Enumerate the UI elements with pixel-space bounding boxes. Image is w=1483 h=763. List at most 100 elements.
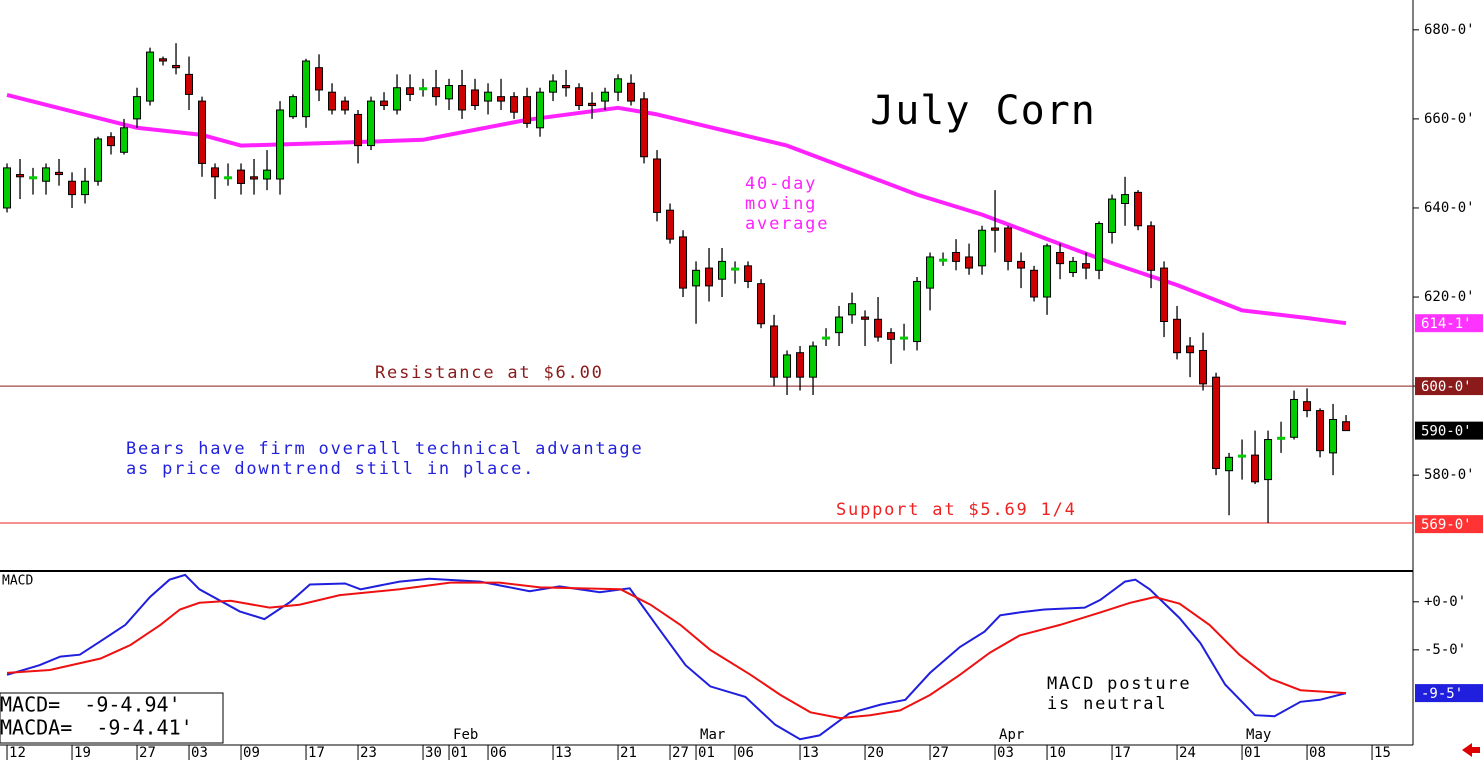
candle-body [926, 256, 935, 289]
candle-body [653, 158, 662, 213]
price-tag: 569-0' [1421, 517, 1472, 533]
candle-body [952, 251, 961, 262]
candle-body [55, 171, 64, 176]
price-tag-box [1415, 377, 1483, 396]
x-tick-label: 08 [1309, 745, 1326, 761]
candle-body [848, 303, 857, 316]
candle-body [1225, 456, 1234, 472]
candle-body [419, 87, 428, 91]
readout-box [0, 692, 224, 744]
annotation: Bears have firm overall technical advant… [126, 439, 644, 459]
candle-body [718, 260, 727, 280]
candle-body [237, 169, 246, 184]
x-tick-label: 03 [191, 745, 208, 761]
candle-body [1030, 269, 1039, 298]
macd-line [6, 581, 1347, 720]
candle-body [1017, 260, 1026, 269]
candle-body [1069, 260, 1078, 274]
candle-body [1004, 227, 1013, 262]
candle-body [1108, 198, 1117, 233]
price-tag: -9-5' [1421, 686, 1463, 702]
candle-body [679, 236, 688, 289]
candle-body [1316, 410, 1325, 452]
candle-body [328, 91, 337, 111]
candle-body [497, 96, 506, 102]
price-tag-box [1415, 314, 1483, 333]
candle-body [939, 258, 948, 262]
x-tick-label: 12 [9, 745, 26, 761]
candle-body [640, 98, 649, 158]
annotation: Support at $5.69 1/4 [836, 500, 1077, 520]
price-tag: 614-1' [1421, 316, 1472, 332]
arrow-icon[interactable] [1462, 743, 1480, 757]
candle-body [367, 100, 376, 147]
candle-body [380, 100, 389, 107]
x-tick-label: 06 [490, 745, 507, 761]
candle-body [1329, 418, 1338, 454]
annotation: Resistance at $6.00 [375, 363, 604, 383]
candle-body [42, 167, 51, 182]
candle-body [757, 283, 766, 325]
candle-body [861, 316, 870, 320]
candle-body [796, 352, 805, 378]
price-tag-box [1415, 515, 1483, 534]
candle-body [484, 91, 493, 102]
candle-body [536, 91, 545, 129]
candle-body [458, 85, 467, 111]
x-tick-label: 09 [243, 745, 260, 761]
candle-body [809, 345, 818, 378]
price-tag-box [1415, 421, 1483, 440]
candle-body [614, 78, 623, 93]
candle-body [432, 87, 441, 98]
candle-body [107, 136, 116, 147]
candle-body [1082, 263, 1091, 269]
x-tick-label: 17 [308, 745, 325, 761]
candle-body [1147, 225, 1156, 271]
candle-body [770, 325, 779, 378]
x-tick-label: 19 [74, 745, 91, 761]
price-tag: 600-0' [1421, 379, 1472, 395]
candle-body [120, 127, 129, 153]
candle-body [3, 167, 12, 209]
x-tick-label: 10 [1049, 745, 1066, 761]
annotation: MACD posture [1047, 674, 1191, 694]
candle-body [783, 354, 792, 378]
x-tick-label: 17 [1114, 745, 1131, 761]
candle-body [666, 209, 675, 240]
candle-body [1134, 191, 1143, 227]
candle-body [211, 167, 220, 178]
y-tick-label: +0-0' [1424, 594, 1466, 610]
candle-body [1186, 345, 1195, 354]
y-tick-label: 680-0' [1424, 22, 1475, 38]
candle-body [549, 80, 558, 93]
candle-body [913, 280, 922, 343]
x-tick-label: 21 [620, 745, 637, 761]
candle-body [744, 265, 753, 282]
candle-body [159, 58, 168, 62]
price-tag-box [1415, 684, 1483, 703]
x-tick-label: 27 [139, 745, 156, 761]
candle-body [965, 256, 974, 269]
x-tick-label: 23 [360, 745, 377, 761]
x-tick-label: 01 [1244, 745, 1261, 761]
annotation: average [745, 214, 829, 234]
candle-body [354, 113, 363, 147]
candle-body [575, 87, 584, 107]
candle-body [16, 174, 25, 178]
candle-body [250, 176, 259, 180]
candle-body [822, 336, 831, 340]
candle-body [1095, 223, 1104, 271]
readout: MACDA= -9-4.41' [0, 716, 193, 740]
candle-body [133, 96, 142, 120]
candle-body [523, 96, 532, 124]
candle-body [341, 100, 350, 111]
candle-body [1043, 245, 1052, 298]
candle-body [510, 96, 519, 113]
candle-body [224, 176, 233, 180]
annotation: moving [745, 194, 817, 214]
y-tick-label: -5-0' [1424, 642, 1466, 658]
readout: MACD= -9-4.94' [0, 693, 181, 717]
